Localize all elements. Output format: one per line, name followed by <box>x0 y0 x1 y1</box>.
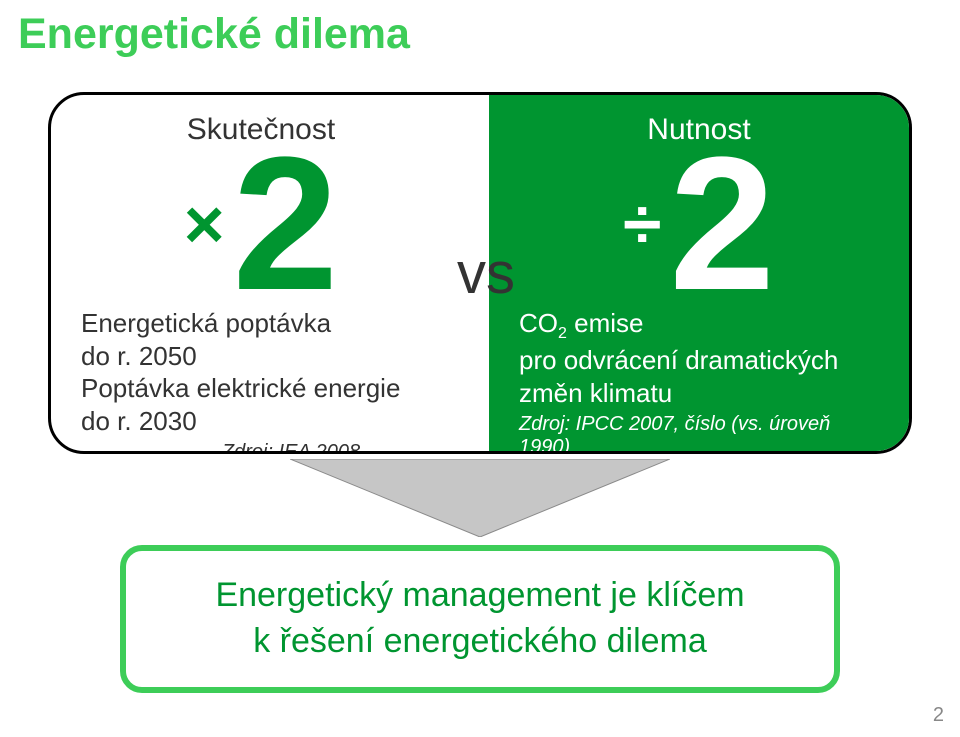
left-number: 2 <box>233 129 339 319</box>
right-number: 2 <box>669 129 775 319</box>
right-bignum: ÷ 2 <box>519 129 879 319</box>
right-source: Zdroj: IPCC 2007, číslo (vs. úroveň 1990… <box>519 413 879 454</box>
conclusion-l1: Energetický management je klíčem <box>215 576 744 614</box>
left-desc-l1: Energetická poptávka <box>81 308 331 338</box>
co2-pre: CO <box>519 308 558 338</box>
right-desc-l3: změn klimatu <box>519 378 672 408</box>
conclusion-text: Energetický management je klíčem k řešen… <box>146 573 814 665</box>
left-desc-l2: do r. 2050 <box>81 341 197 371</box>
vs-label: vs <box>457 245 515 303</box>
conclusion-box: Energetický management je klíčem k řešen… <box>120 545 840 693</box>
co2-post: emise <box>567 308 644 338</box>
left-bignum: × 2 <box>81 129 441 319</box>
down-arrow <box>0 459 960 537</box>
conclusion-l2: k řešení energetického dilema <box>253 622 707 660</box>
left-desc-l3: Poptávka elektrické energie <box>81 373 400 403</box>
dilemma-panel: Skutečnost × 2 Energetická poptávka do r… <box>48 92 912 454</box>
left-desc-l4: do r. 2030 <box>81 406 197 436</box>
page-number: 2 <box>933 704 944 727</box>
left-panel: Skutečnost × 2 Energetická poptávka do r… <box>51 95 471 451</box>
divide-sign: ÷ <box>623 189 661 259</box>
right-desc-l2: pro odvrácení dramatických <box>519 345 838 375</box>
co2-sub: 2 <box>558 325 567 342</box>
left-source: Zdroj: IEA 2008 <box>141 441 441 454</box>
page-title: Energetické dilema <box>18 10 410 59</box>
right-panel: Nutnost ÷ 2 CO2 emise pro odvrácení dram… <box>489 95 909 451</box>
multiply-sign: × <box>184 189 225 259</box>
left-desc: Energetická poptávka do r. 2050 Poptávka… <box>81 307 441 437</box>
